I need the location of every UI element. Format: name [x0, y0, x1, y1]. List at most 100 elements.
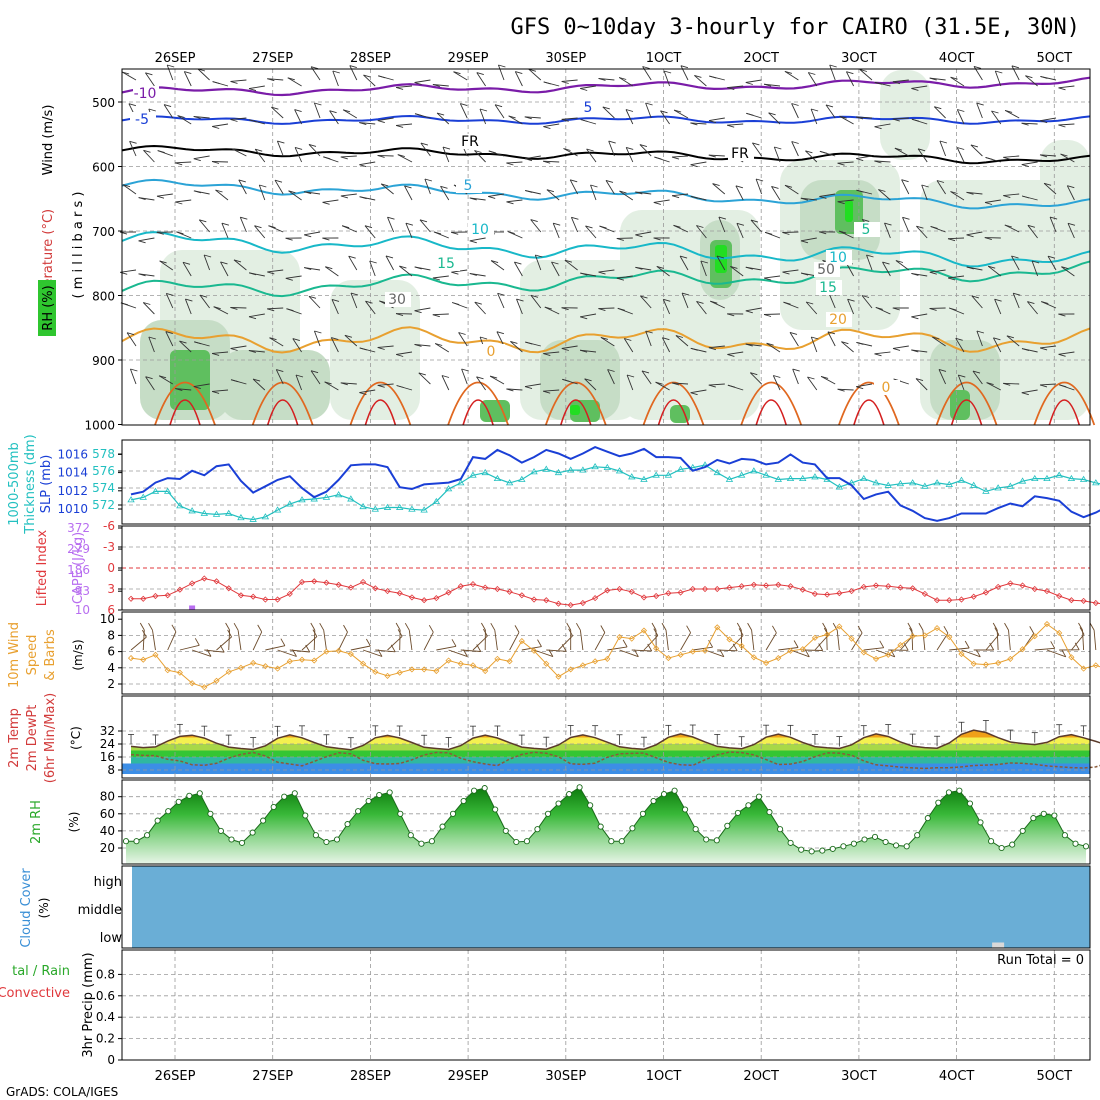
upper-wind-barb: [377, 383, 394, 386]
wind-speed-point: [726, 636, 733, 643]
upper-wind-barb: [120, 269, 137, 273]
upper-wind-barb-flag: [287, 77, 295, 81]
lifted-index-point: [225, 585, 232, 592]
lifted-index-point: [958, 596, 965, 603]
upper-wind-barb-flag: [1027, 301, 1035, 305]
rh-point: [534, 826, 541, 833]
upper-wind-barb-flag: [474, 301, 482, 305]
upper-wind-barb-flag: [419, 219, 428, 223]
wind-speed-point: [1056, 629, 1063, 637]
upper-wind-barb-flag: [1049, 216, 1058, 220]
upper-wind-barb-flag: [973, 65, 982, 69]
upper-wind-barb-flag: [452, 302, 460, 305]
upper-wind-barb: [782, 269, 799, 273]
contour-label-bg: [854, 222, 880, 237]
thickness-point: [750, 467, 758, 474]
rh-point: [745, 802, 752, 809]
upper-wind-barb: [474, 301, 486, 315]
upper-wind-barb-flag: [498, 64, 506, 68]
upper-wind-barb-flag: [673, 224, 681, 228]
surface-wind-barb-flag: [490, 622, 496, 631]
upper-wind-barb: [271, 106, 284, 119]
thickness-tick-label: 578: [92, 447, 115, 461]
thickness-point: [127, 496, 135, 503]
upper-wind-barb: [694, 75, 707, 87]
upper-wind-barb: [789, 332, 799, 347]
upper-wind-barb-flag: [524, 386, 533, 390]
wind-speed-point: [140, 656, 147, 663]
lifted-index-point: [506, 588, 513, 595]
upper-wind-barb: [325, 266, 339, 277]
upper-wind-barb: [672, 193, 689, 197]
upper-wind-barb-flag: [510, 340, 518, 344]
surface-wind-barb: [179, 644, 200, 651]
upper-wind-barb-flag: [750, 372, 758, 376]
thickness-label-2: Thickness (dm): [23, 434, 38, 534]
upper-wind-barb: [766, 342, 781, 353]
wind-speed-point: [665, 655, 672, 662]
upper-wind-barb: [1004, 110, 1020, 119]
upper-wind-barb: [892, 345, 909, 349]
lifted-index-markers: [127, 575, 1099, 609]
surface-wind-barb: [875, 649, 895, 658]
isotherm-25: [154, 381, 216, 426]
upper-wind-barb: [524, 383, 541, 388]
upper-wind-barb: [970, 144, 983, 157]
upper-wind-barb-flag: [874, 81, 882, 85]
wind-speed-point: [714, 624, 721, 631]
surface-wind-barb: [826, 629, 828, 651]
upper-wind-barb: [397, 154, 413, 163]
lifted-index-point: [360, 578, 367, 586]
contour-label-bg: [133, 86, 159, 101]
upper-wind-barb: [874, 123, 891, 128]
upper-wind-barb-flag: [690, 164, 698, 168]
surface-wind-barb: [996, 629, 999, 651]
upper-wind-barb: [1039, 154, 1057, 157]
lifted-index-point: [628, 588, 635, 595]
upper-wind-barb-flag: [377, 120, 385, 124]
surface-wind-barb: [814, 634, 829, 651]
wind-speed-point: [763, 659, 770, 667]
lifted-index-point: [848, 588, 855, 595]
upper-wind-barb-flag: [220, 261, 228, 265]
cape-tick-label: 279: [67, 542, 90, 556]
wind-speed-point: [653, 645, 660, 652]
upper-wind-barb: [847, 299, 855, 315]
upper-wind-barb-flag: [359, 164, 367, 168]
date-axis-bottom: 26SEP 27SEP 28SEP 29SEP 30SEP 1OCT 2OCT 3OCT 4OC…: [155, 1069, 1073, 1084]
wind-speed-point: [1043, 620, 1051, 628]
thickness-point: [151, 487, 160, 494]
slp-series-line: [130, 446, 1100, 522]
upper-wind-barb: [580, 85, 597, 89]
upper-wind-barb: [784, 184, 799, 195]
surface-wind-barb-flag: [994, 627, 1000, 635]
temp-band: [131, 730, 1090, 731]
surface-wind-barb-flag: [566, 622, 572, 631]
upper-wind-barb: [148, 336, 155, 353]
precip-frame: [121, 949, 1091, 1061]
surface-wind-barb: [1093, 630, 1097, 651]
upper-wind-barb: [359, 389, 376, 394]
upper-wind-barb-flag: [645, 330, 653, 334]
upper-wind-barb: [921, 184, 928, 201]
upper-wind-barb-flag: [837, 162, 845, 166]
lifted-index-point: [665, 590, 672, 597]
upper-wind-barb-flag: [607, 369, 615, 372]
upper-wind-barb: [267, 269, 284, 273]
upper-wind-barb: [805, 150, 818, 163]
upper-wind-barb-flag: [949, 307, 957, 311]
upper-wind-barb-flag: [528, 68, 537, 72]
upper-wind-barb: [791, 103, 799, 119]
rh-point: [238, 839, 246, 846]
upper-wind-barb: [602, 106, 615, 119]
wind-speed-point: [677, 651, 684, 658]
upper-wind-barb-flag: [947, 238, 956, 242]
upper-wind-barb: [564, 259, 578, 271]
upper-wind-barb: [432, 275, 449, 279]
upper-wind-barb: [841, 341, 854, 353]
surface-wind-barb: [204, 649, 225, 653]
thickness-point: [664, 471, 673, 478]
upper-wind-barb-flag: [377, 347, 385, 350]
thickness-point: [469, 471, 477, 478]
